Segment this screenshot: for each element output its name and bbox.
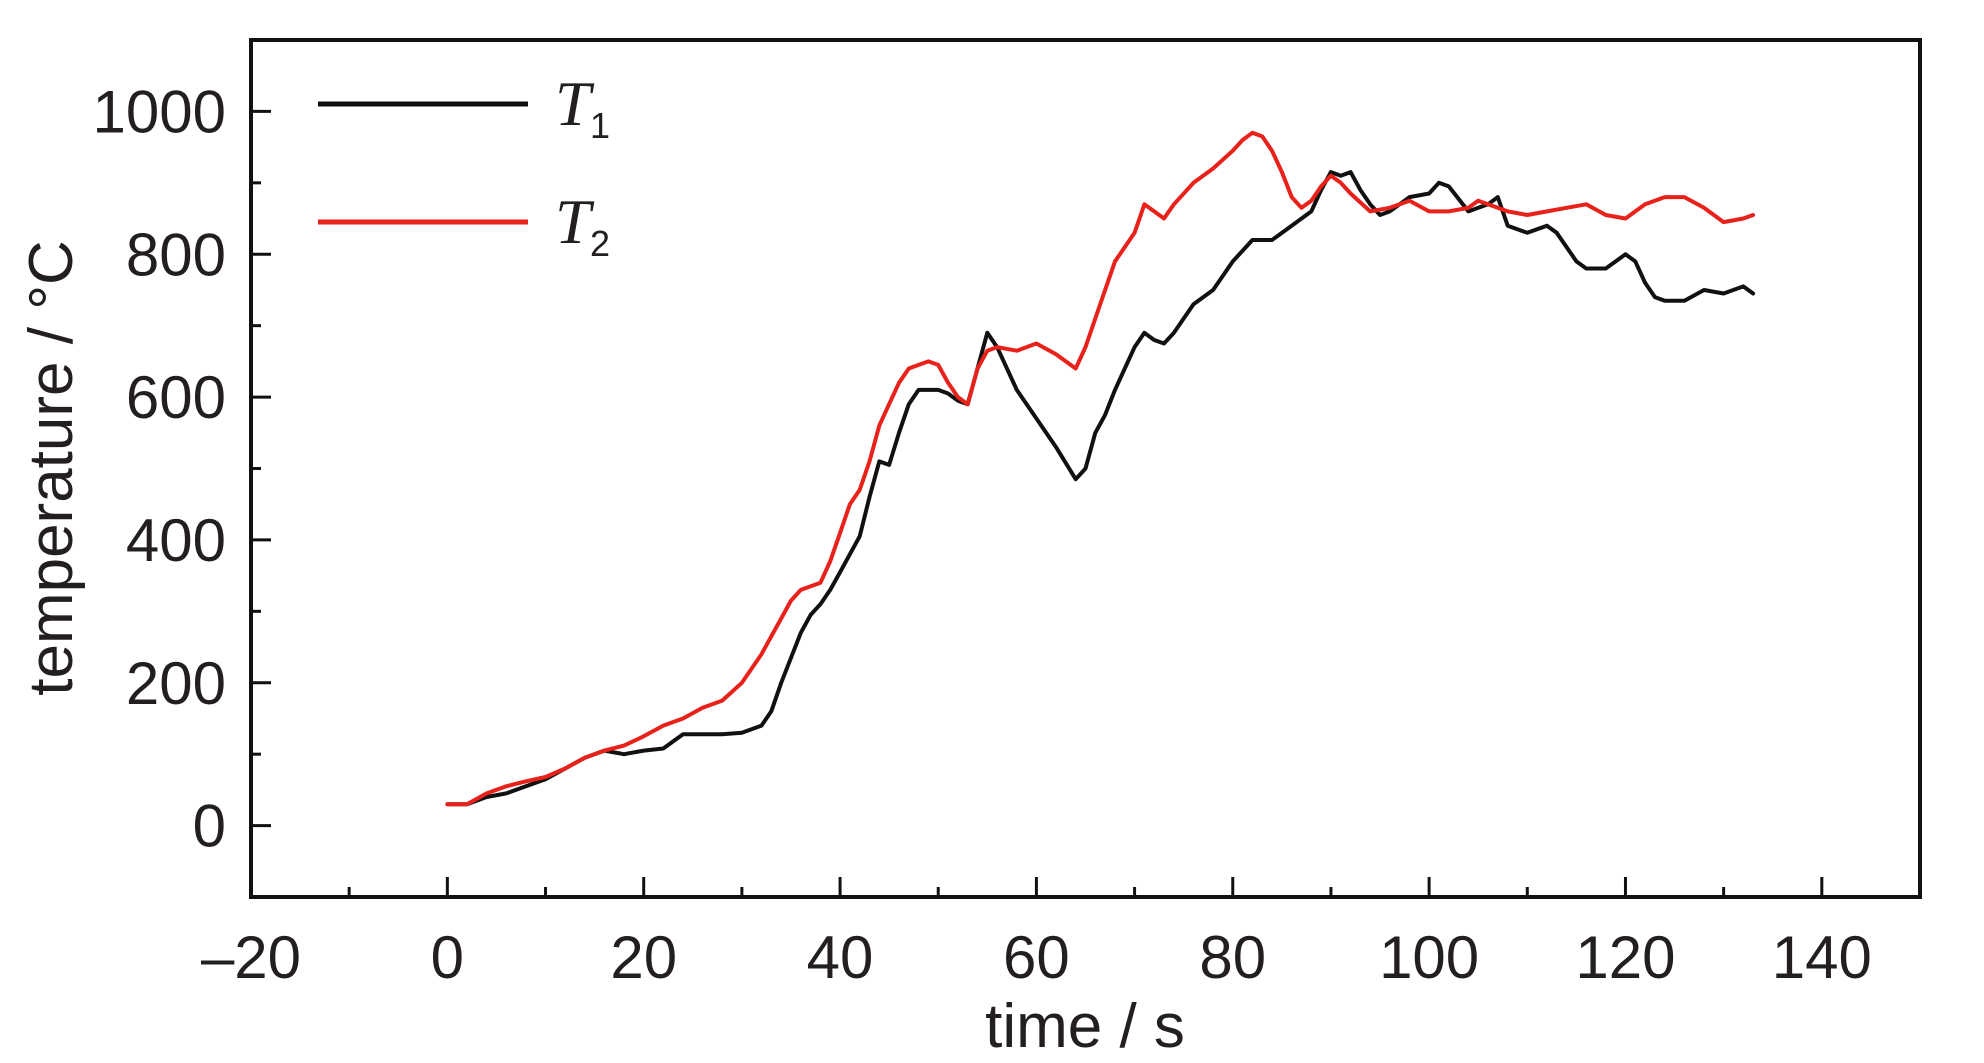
legend-subscript-t2: 2 bbox=[590, 223, 610, 264]
y-tick-label: 1000 bbox=[93, 78, 226, 145]
series-line-t1 bbox=[445, 170, 1756, 807]
legend: T 1 T 2 bbox=[318, 68, 610, 264]
y-tick-label: 200 bbox=[126, 650, 226, 717]
series-layer bbox=[445, 130, 1756, 807]
x-tick-label: 0 bbox=[431, 924, 464, 991]
x-tick-label: 120 bbox=[1575, 924, 1675, 991]
y-axis-ticks: 0 200 400 600 800 1000 bbox=[93, 38, 271, 899]
series-line-t2 bbox=[445, 130, 1756, 807]
y-tick-label: 0 bbox=[193, 793, 226, 860]
x-tick-label: 60 bbox=[1003, 924, 1070, 991]
y-axis-title: temperature / °C bbox=[17, 240, 86, 696]
x-tick-label: 80 bbox=[1199, 924, 1266, 991]
legend-label-t1: T bbox=[555, 68, 595, 139]
x-tick-label: 100 bbox=[1379, 924, 1479, 991]
x-tick-label: 140 bbox=[1772, 924, 1872, 991]
y-tick-label: 800 bbox=[126, 221, 226, 288]
x-tick-label: –20 bbox=[201, 924, 301, 991]
x-axis-ticks: –20 0 20 40 60 80 100 120 140 bbox=[201, 877, 1872, 991]
legend-label-t2: T bbox=[555, 186, 595, 257]
x-tick-label: 20 bbox=[610, 924, 677, 991]
x-axis-title: time / s bbox=[985, 992, 1185, 1061]
x-tick-label: 40 bbox=[807, 924, 874, 991]
y-tick-label: 600 bbox=[126, 364, 226, 431]
y-tick-label: 400 bbox=[126, 507, 226, 574]
legend-subscript-t1: 1 bbox=[590, 105, 610, 146]
